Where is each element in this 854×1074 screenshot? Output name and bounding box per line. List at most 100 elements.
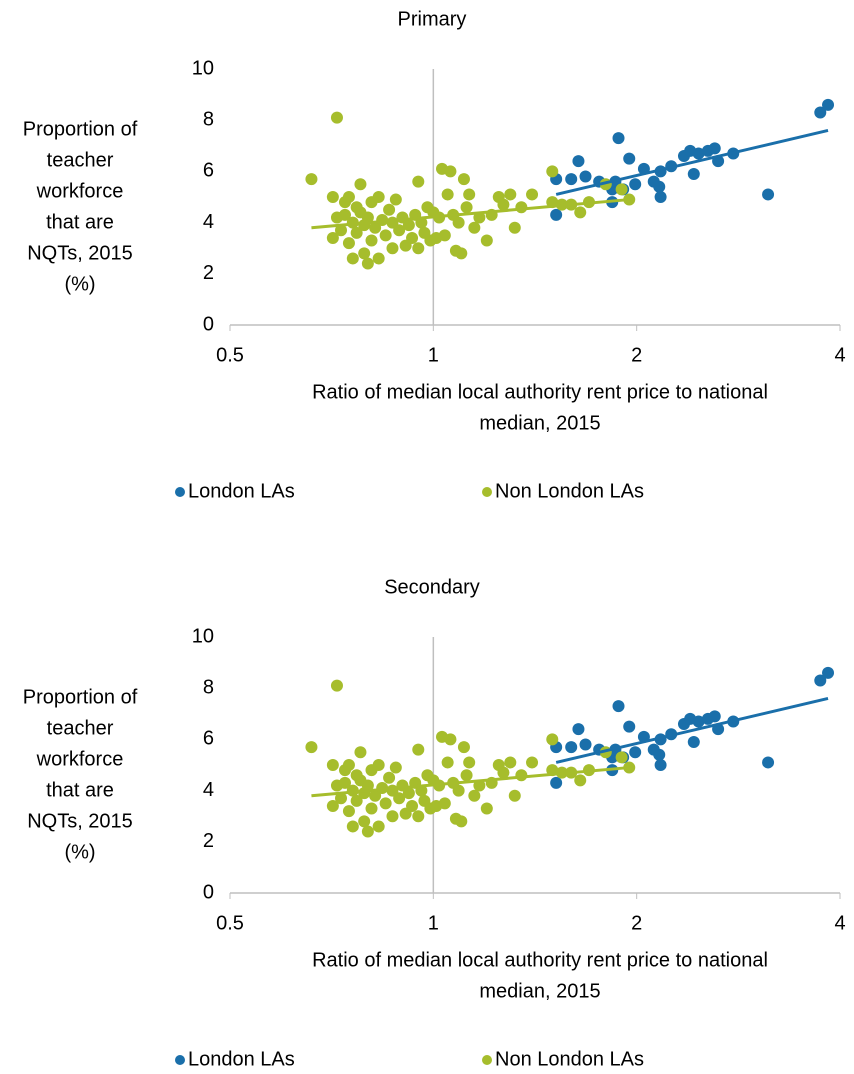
point xyxy=(372,759,385,771)
y-tick-label: 0 xyxy=(203,313,214,335)
point xyxy=(330,679,343,692)
point xyxy=(361,825,374,838)
chart-panel: Secondary Proportion of teacher workforce th… xyxy=(23,576,846,1070)
point xyxy=(412,743,425,756)
point xyxy=(369,789,382,802)
point xyxy=(372,252,385,265)
y-axis-label: (%) xyxy=(64,841,95,863)
y-axis-label: teacher xyxy=(47,149,114,171)
point xyxy=(468,221,481,234)
point xyxy=(326,799,339,812)
point xyxy=(550,776,563,789)
y-tick-label: 2 xyxy=(203,262,214,284)
point xyxy=(438,229,451,242)
point xyxy=(361,211,374,224)
point xyxy=(326,191,339,203)
point xyxy=(687,167,700,180)
point xyxy=(402,219,415,232)
point xyxy=(579,738,592,751)
x-axis-label: Ratio of median local authority rent pri… xyxy=(312,949,768,971)
x-tick-label: 0.5 xyxy=(216,344,244,366)
y-axis-label: workforce xyxy=(36,180,124,202)
x-tick-label: 2 xyxy=(631,344,642,366)
x-tick-label: 1 xyxy=(428,912,439,934)
chart-title: Primary xyxy=(398,8,467,30)
y-axis-label: Proportion of xyxy=(23,686,138,708)
y-axis-label: NQTs, 2015 xyxy=(27,810,133,832)
point xyxy=(463,756,476,769)
legend-marker xyxy=(175,487,185,497)
x-tick-label: 4 xyxy=(834,912,845,934)
y-axis-label: that are xyxy=(46,211,114,233)
point xyxy=(346,820,359,833)
point xyxy=(358,815,371,828)
chart-panel: Primary Proportion of teacher workforce that… xyxy=(23,8,846,502)
point xyxy=(508,221,521,234)
x-axis-label: median, 2015 xyxy=(479,980,600,1002)
point xyxy=(497,198,510,211)
point xyxy=(653,748,666,761)
point xyxy=(393,792,406,805)
point xyxy=(339,208,352,221)
point xyxy=(692,715,705,728)
legend-marker xyxy=(175,1055,185,1065)
point xyxy=(572,155,585,168)
chart-title: Secondary xyxy=(384,576,480,598)
point xyxy=(526,756,539,769)
y-axis-label: that are xyxy=(46,779,114,801)
point xyxy=(365,802,378,815)
point xyxy=(350,794,363,807)
point xyxy=(615,183,628,196)
y-axis-label: Proportion of xyxy=(23,118,138,140)
point xyxy=(565,173,578,186)
y-tick-label: 4 xyxy=(203,779,214,801)
point xyxy=(653,180,666,193)
point xyxy=(814,106,827,119)
point xyxy=(497,766,510,779)
point xyxy=(335,224,348,237)
point xyxy=(546,733,559,746)
point xyxy=(444,165,457,178)
point xyxy=(546,165,559,178)
y-tick-label: 10 xyxy=(192,57,214,79)
point xyxy=(504,756,517,769)
point xyxy=(615,751,628,764)
y-axis-label: teacher xyxy=(47,717,114,739)
point xyxy=(350,226,363,239)
x-tick-label: 0.5 xyxy=(216,912,244,934)
y-tick-label: 4 xyxy=(203,211,214,233)
point xyxy=(455,247,468,260)
point xyxy=(623,152,636,165)
point xyxy=(358,247,371,260)
point xyxy=(654,759,667,771)
point xyxy=(687,735,700,748)
legend-label: London LAs xyxy=(188,1048,295,1070)
point xyxy=(389,761,402,774)
point xyxy=(814,674,827,687)
legend-label: Non London LAs xyxy=(495,480,644,502)
y-tick-label: 8 xyxy=(203,676,214,698)
point xyxy=(515,201,528,214)
y-tick-label: 2 xyxy=(203,830,214,852)
trend-line xyxy=(311,198,630,230)
point xyxy=(623,720,636,733)
point xyxy=(406,799,419,812)
point xyxy=(480,802,493,815)
point xyxy=(550,208,563,221)
point xyxy=(402,787,415,800)
point xyxy=(455,815,468,828)
point xyxy=(822,666,835,679)
point xyxy=(708,710,721,723)
point xyxy=(346,252,359,265)
point xyxy=(326,759,339,771)
point xyxy=(372,820,385,833)
point xyxy=(612,700,625,713)
point xyxy=(460,769,473,782)
point xyxy=(389,193,402,206)
point xyxy=(412,810,425,823)
trend-line xyxy=(555,128,829,196)
point xyxy=(326,231,339,244)
x-axis-label: median, 2015 xyxy=(479,412,600,434)
point xyxy=(383,203,396,216)
point xyxy=(386,242,399,255)
